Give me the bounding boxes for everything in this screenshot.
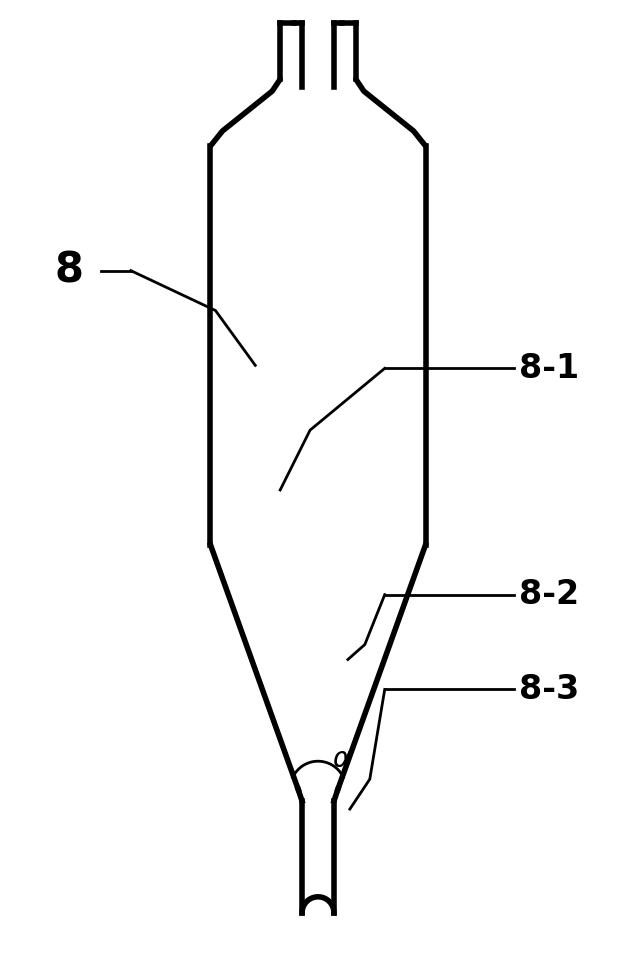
Text: 8-3: 8-3 <box>519 673 579 706</box>
Text: $\alpha$: $\alpha$ <box>332 745 352 773</box>
Text: 8-1: 8-1 <box>519 352 579 385</box>
Text: 8: 8 <box>55 250 84 291</box>
Text: 8-2: 8-2 <box>519 578 579 611</box>
